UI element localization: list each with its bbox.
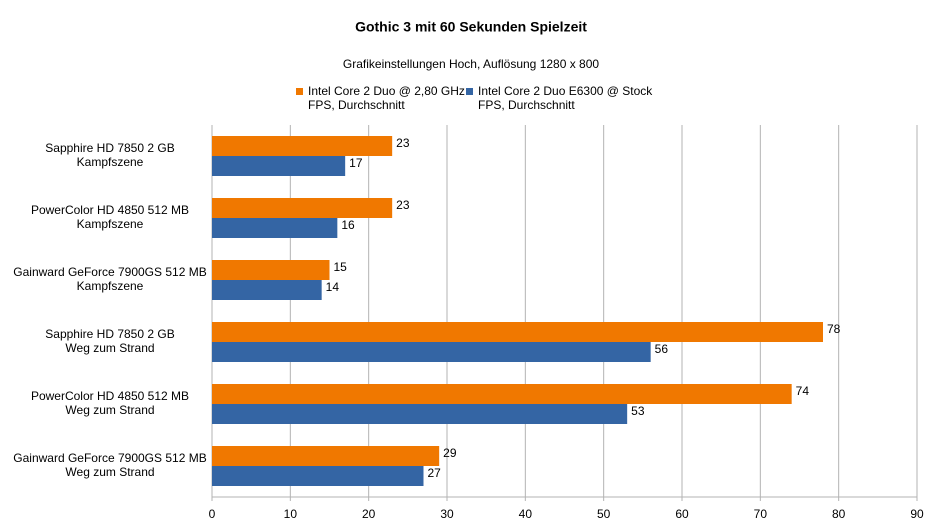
value-label: 53 [631,404,645,418]
y-tick-label: Weg zum Strand [65,465,154,479]
y-tick-label: Gainward GeForce 7900GS 512 MB [13,265,206,279]
y-tick-label: Gainward GeForce 7900GS 512 MB [13,451,206,465]
x-tick-label: 20 [362,507,376,521]
y-tick-label: Weg zum Strand [65,403,154,417]
value-label: 14 [326,280,340,294]
x-tick-label: 0 [209,507,216,521]
bar [212,384,792,404]
chart-subtitle: Grafikeinstellungen Hoch, Auflösung 1280… [343,57,599,71]
x-tick-label: 60 [675,507,689,521]
x-tick-label: 10 [284,507,298,521]
y-tick-label: PowerColor HD 4850 512 MB [31,389,189,403]
bar [212,322,823,342]
value-label: 29 [443,446,457,460]
bar [212,218,338,238]
bar [212,260,330,280]
bar [212,404,628,424]
legend-label: Intel Core 2 Duo E6300 @ Stock [478,84,653,98]
value-label: 15 [334,260,348,274]
value-label: 23 [396,198,410,212]
x-tick-label: 30 [440,507,454,521]
x-tick-label: 90 [910,507,924,521]
y-tick-label: Sapphire HD 7850 2 GB [45,141,174,155]
y-tick-label: PowerColor HD 4850 512 MB [31,203,189,217]
y-tick-label: Kampfszene [77,217,144,231]
y-tick-label: Sapphire HD 7850 2 GB [45,327,174,341]
y-tick-label: Kampfszene [77,279,144,293]
value-label: 17 [349,156,363,170]
value-label: 16 [341,218,355,232]
value-label: 27 [428,466,442,480]
x-tick-label: 40 [519,507,533,521]
y-tick-label: Weg zum Strand [65,341,154,355]
value-label: 23 [396,136,410,150]
bar [212,342,651,362]
value-label: 56 [655,342,669,356]
bar [212,466,424,486]
x-tick-label: 80 [832,507,846,521]
x-tick-label: 50 [597,507,611,521]
bar [212,446,440,466]
legend-swatch [296,88,303,95]
chart-title: Gothic 3 mit 60 Sekunden Spielzeit [355,19,587,35]
x-tick-label: 70 [754,507,768,521]
value-label: 74 [796,384,810,398]
legend-label: FPS, Durchschnitt [308,98,405,112]
legend-label: FPS, Durchschnitt [478,98,575,112]
legend-swatch [466,88,473,95]
bar [212,280,322,300]
bar [212,136,393,156]
bar [212,198,393,218]
y-tick-label: Kampfszene [77,155,144,169]
legend-label: Intel Core 2 Duo @ 2,80 GHz [308,84,465,98]
bar [212,156,346,176]
value-label: 78 [827,322,841,336]
